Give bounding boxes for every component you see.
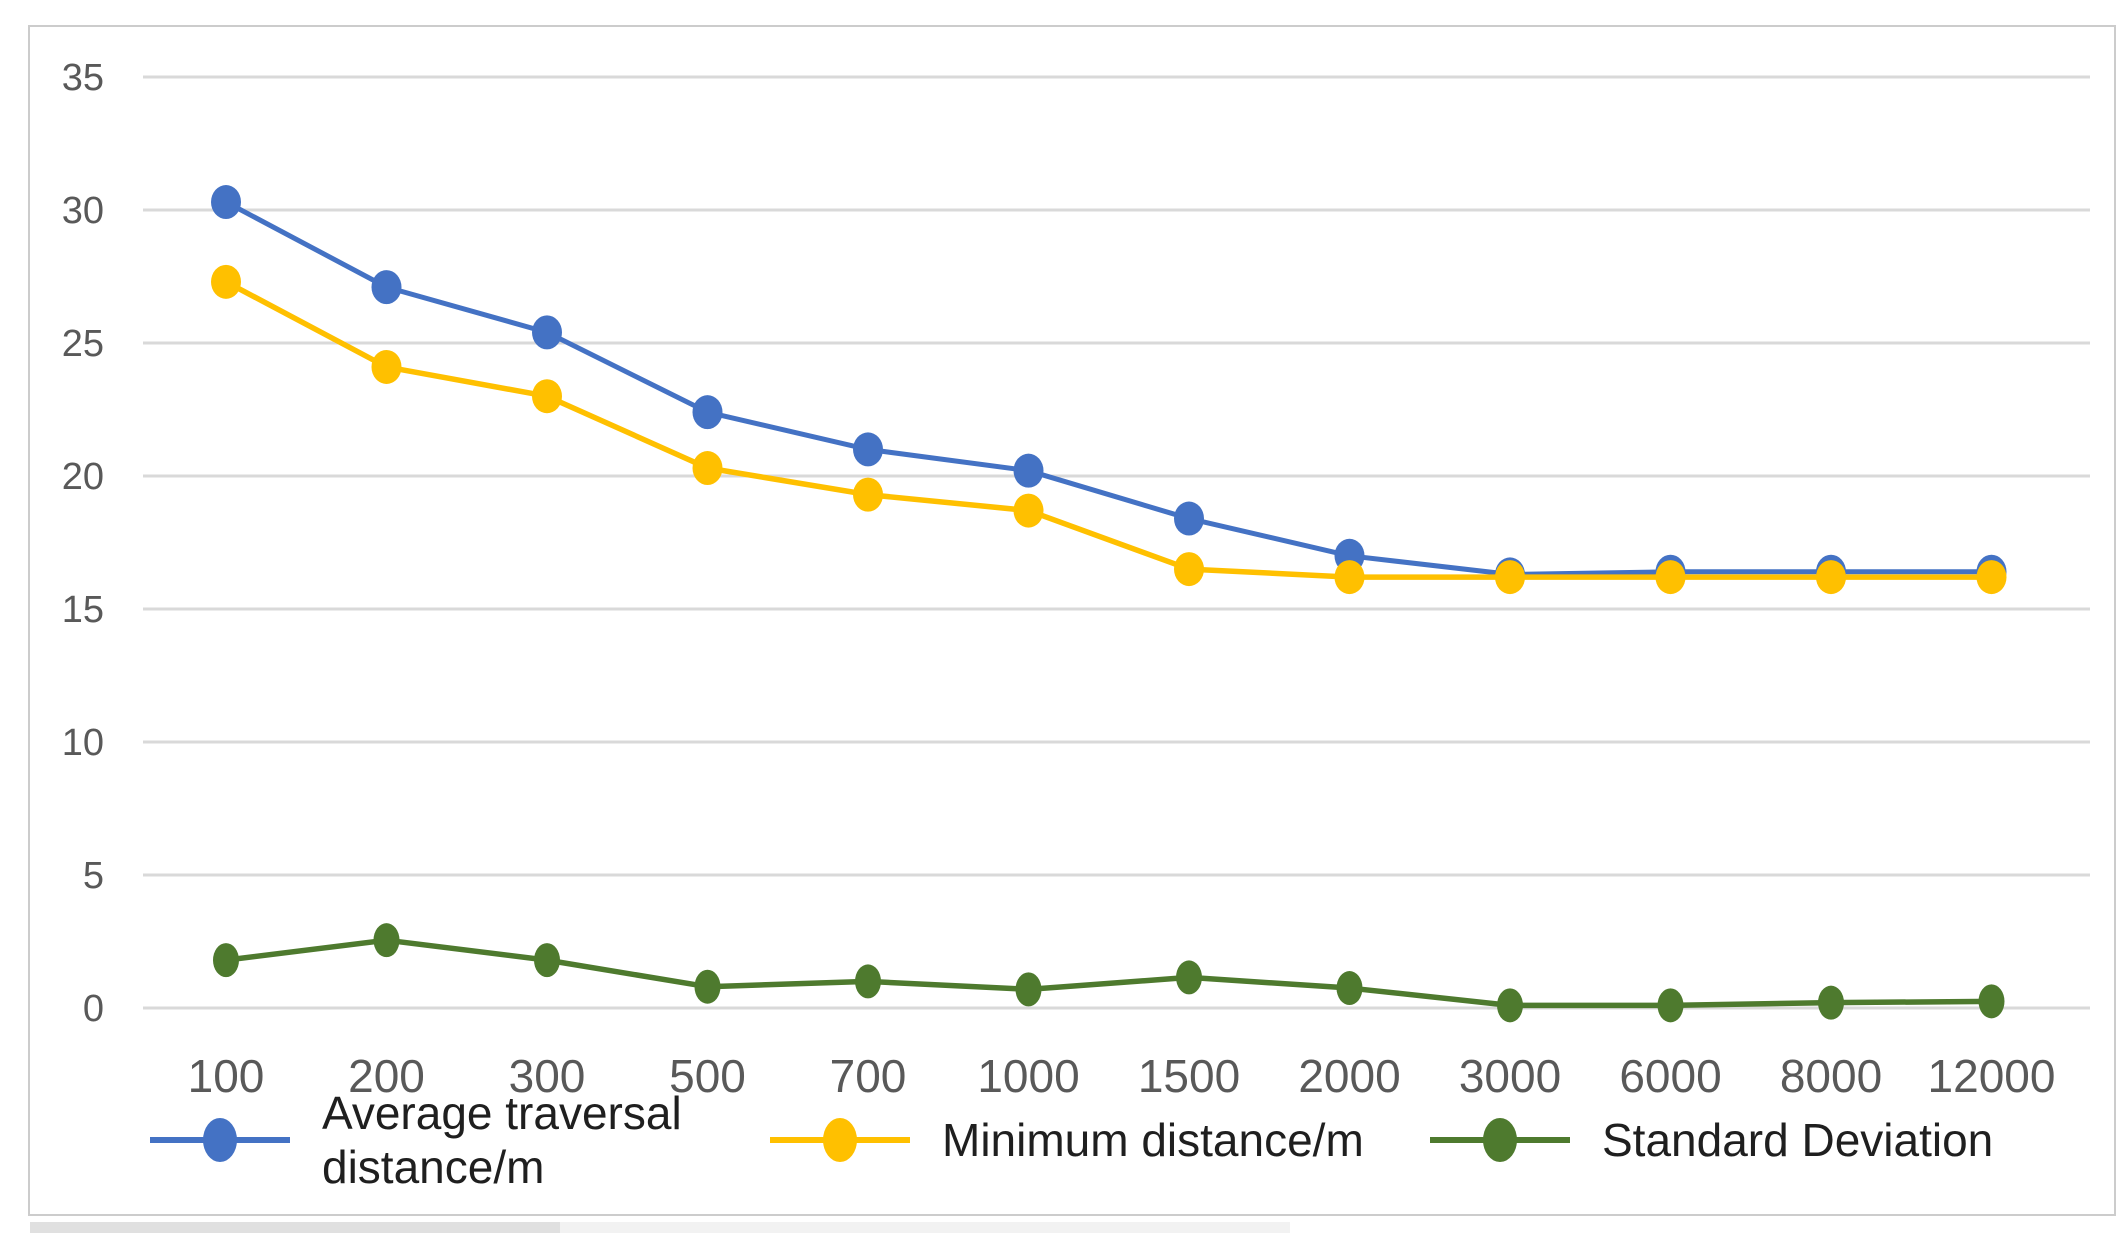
- legend-label-minimum: Minimum distance/m: [942, 1113, 1364, 1166]
- x-tick-label: 700: [830, 1050, 907, 1102]
- x-tick-label: 1500: [1138, 1050, 1240, 1102]
- data-point-minimum-distance-m: [692, 451, 723, 486]
- legend-label-average: Average traversal distance/m: [322, 1086, 682, 1193]
- data-point-minimum-distance-m: [1174, 552, 1204, 587]
- data-point-standard-deviation: [1336, 971, 1363, 1006]
- y-tick-label: 10: [62, 722, 104, 764]
- y-tick-label: 35: [62, 57, 104, 99]
- data-point-minimum-distance-m: [1334, 560, 1365, 595]
- data-point-minimum-distance-m: [371, 349, 402, 384]
- series-line-minimum-distance-m: [224, 279, 1992, 580]
- y-tick-label: 5: [83, 855, 104, 897]
- series-line-average-traversal-distance-m: [224, 199, 1992, 577]
- x-tick-label: 200: [348, 1050, 425, 1102]
- y-tick-label: 15: [62, 589, 104, 631]
- y-tick-label: 20: [62, 456, 104, 498]
- y-tick-label: 25: [62, 323, 104, 365]
- series-minimum-distance-m: [211, 264, 2007, 595]
- data-point-average-traversal-distance-m: [371, 270, 402, 305]
- chart-frame: [28, 25, 2116, 1216]
- data-point-minimum-distance-m: [1013, 493, 1044, 528]
- data-point-minimum-distance-m: [211, 264, 241, 299]
- legend-marker-minimum-icon: [770, 1118, 910, 1162]
- data-point-standard-deviation: [1978, 984, 2005, 1019]
- x-tick-label: 500: [669, 1050, 746, 1102]
- x-tick-label: 1000: [977, 1050, 1079, 1102]
- legend-marker-average-icon: [150, 1118, 290, 1162]
- legend-item-standard-deviation: Standard Deviation: [1430, 1084, 1993, 1196]
- data-point-minimum-distance-m: [1495, 560, 1525, 595]
- x-tick-label: 6000: [1619, 1050, 1721, 1102]
- data-point-average-traversal-distance-m: [1013, 453, 1044, 488]
- x-tick-label: 100: [188, 1050, 265, 1102]
- legend-label-stddev: Standard Deviation: [1602, 1113, 1994, 1166]
- x-tick-label: 3000: [1459, 1050, 1561, 1102]
- data-point-standard-deviation: [534, 943, 560, 978]
- data-point-minimum-distance-m: [853, 477, 883, 512]
- data-point-standard-deviation: [1497, 988, 1523, 1023]
- series-average-traversal-distance-m: [211, 185, 2007, 592]
- series-line-standard-deviation: [225, 937, 1992, 1009]
- y-tick-label: 0: [83, 988, 104, 1030]
- gridlines: [143, 75, 2090, 1010]
- series-standard-deviation: [213, 923, 2005, 1023]
- data-point-average-traversal-distance-m: [532, 315, 562, 350]
- data-point-average-traversal-distance-m: [692, 395, 723, 430]
- data-point-minimum-distance-m: [1655, 560, 1686, 595]
- legend-item-minimum-distance: Minimum distance/m: [770, 1084, 1364, 1196]
- data-point-standard-deviation: [694, 969, 721, 1004]
- data-point-standard-deviation: [213, 943, 239, 978]
- data-point-minimum-distance-m: [532, 379, 562, 414]
- y-tick-label: 30: [62, 190, 104, 232]
- data-point-average-traversal-distance-m: [853, 432, 883, 467]
- data-point-minimum-distance-m: [1976, 560, 2007, 595]
- x-tick-label: 300: [509, 1050, 586, 1102]
- x-tick-label: 8000: [1780, 1050, 1882, 1102]
- data-point-average-traversal-distance-m: [211, 185, 241, 220]
- legend-marker-stddev-icon: [1430, 1118, 1570, 1162]
- y-axis-labels: 0 5 10 15 20 25 30 35: [62, 57, 104, 1030]
- x-tick-label: 2000: [1298, 1050, 1400, 1102]
- data-point-standard-deviation: [1015, 972, 1042, 1007]
- horizontal-scrollbar-track[interactable]: [30, 1222, 1290, 1233]
- horizontal-scrollbar-thumb[interactable]: [30, 1222, 560, 1233]
- data-point-standard-deviation: [855, 964, 881, 999]
- data-point-standard-deviation: [1176, 960, 1202, 995]
- data-point-minimum-distance-m: [1816, 560, 1846, 595]
- x-axis-labels: 100 200 300 500 700 1000 1500 2000 3000 6000 8000 1…: [188, 1050, 2056, 1102]
- data-point-standard-deviation: [1818, 985, 1844, 1020]
- legend-item-average-traversal: Average traversal distance/m: [150, 1084, 742, 1196]
- x-tick-label: 12000: [1928, 1050, 2056, 1102]
- data-point-average-traversal-distance-m: [1174, 501, 1204, 536]
- data-point-standard-deviation: [373, 923, 400, 958]
- data-point-standard-deviation: [1657, 988, 1684, 1023]
